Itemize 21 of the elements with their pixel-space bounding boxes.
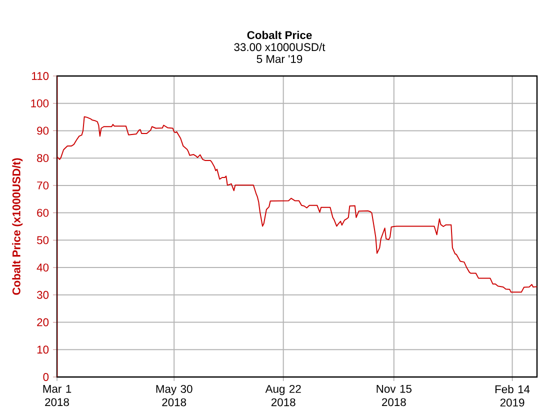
y-tick-label: 0	[43, 373, 49, 381]
x-tick-label: Mar 1 2018	[43, 384, 72, 406]
y-tick-label: 90	[37, 126, 49, 135]
y-tick-label: 10	[37, 346, 49, 354]
y-tick-label: 30	[36, 290, 49, 299]
y-tick-label: 100	[31, 99, 49, 108]
y-tick-label: 40	[36, 264, 49, 272]
text: 5 Mar '19	[256, 55, 302, 63]
x-tick-label: May 30 2018	[156, 384, 192, 406]
x-tick-label: Nov 15 2018	[376, 384, 412, 406]
x-tick-label: Aug 22 2018	[265, 384, 301, 406]
y-tick-label: 110	[32, 72, 49, 80]
chart-title: Cobalt Price	[247, 30, 312, 40]
y-tick-label: 50	[36, 236, 49, 244]
y-tick-label: 80	[37, 154, 49, 162]
y-tick-label: 20	[37, 318, 49, 326]
y-tick-label: 70	[37, 181, 49, 190]
x-tick-label: Feb 14 2019	[495, 384, 530, 407]
y-tick-label: 60	[37, 208, 49, 217]
y-axis-title: Cobalt Price (x1000USD/t)	[12, 158, 23, 295]
chart-subtitle: 33.00 x1000USD/t	[234, 42, 326, 52]
